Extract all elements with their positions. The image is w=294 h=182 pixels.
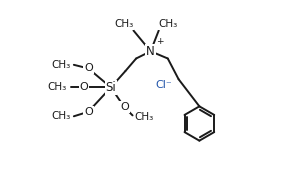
Text: CH₃: CH₃: [114, 19, 133, 29]
Text: Cl⁻: Cl⁻: [156, 80, 173, 90]
Text: CH₃: CH₃: [134, 112, 153, 122]
Text: +: +: [156, 37, 163, 46]
Text: O: O: [120, 102, 129, 112]
Text: CH₃: CH₃: [51, 111, 70, 121]
Text: N: N: [146, 45, 155, 58]
Text: Si: Si: [106, 81, 116, 94]
Text: CH₃: CH₃: [159, 19, 178, 29]
Text: CH₃: CH₃: [51, 60, 70, 70]
Text: O: O: [84, 107, 93, 117]
Text: CH₃: CH₃: [47, 82, 67, 92]
Text: O: O: [79, 82, 88, 92]
Text: O: O: [84, 63, 93, 73]
